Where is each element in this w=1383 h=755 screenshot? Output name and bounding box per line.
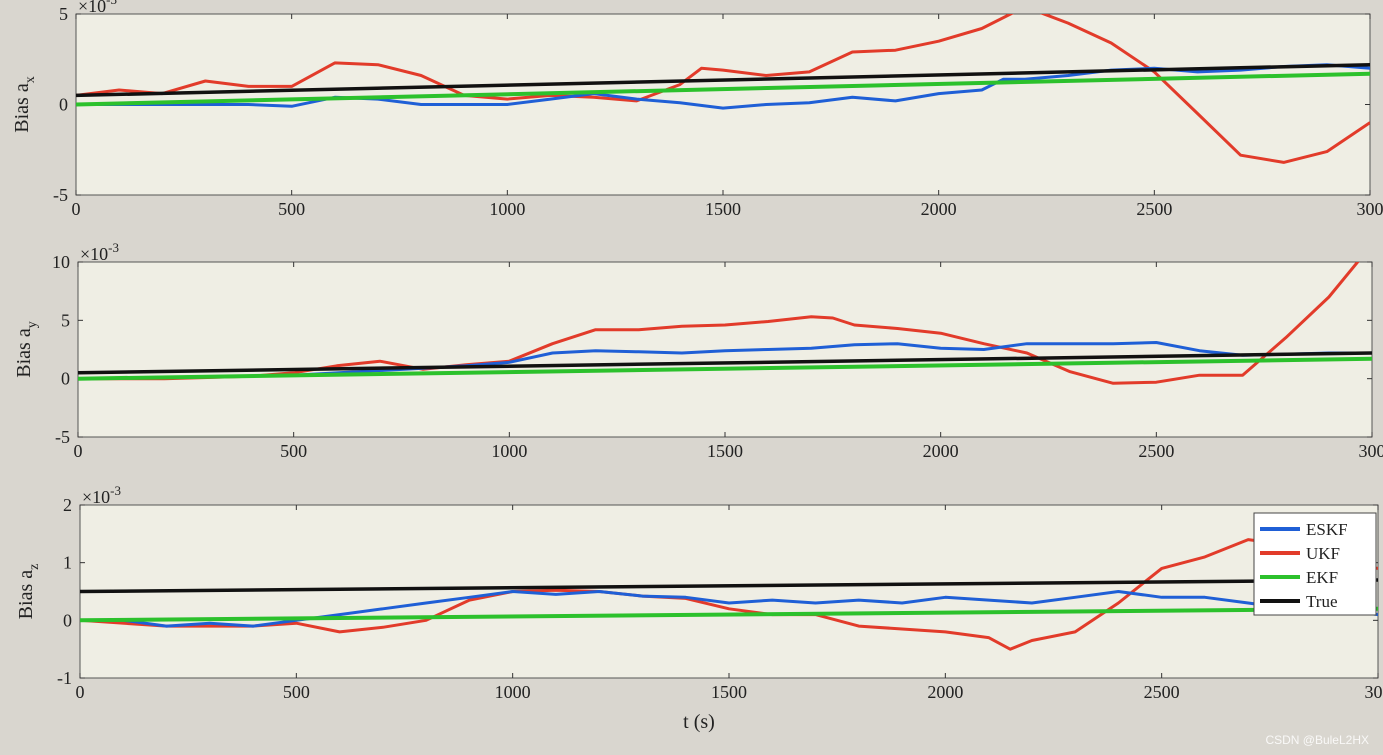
exponent-label: ×10-3 xyxy=(82,483,121,507)
x-tick-label: 0 xyxy=(72,199,81,219)
x-tick-label: 1000 xyxy=(489,199,525,219)
series-line-ekf xyxy=(76,71,1370,107)
legend-label-ekf: EKF xyxy=(1306,568,1338,587)
series-line-true xyxy=(80,578,1378,594)
series-line-true xyxy=(78,351,1372,375)
exponent-label: ×10-3 xyxy=(80,240,119,264)
x-tick-label: 300 xyxy=(1359,441,1383,461)
y-tick-label: -5 xyxy=(53,185,68,205)
x-tick-label: 2500 xyxy=(1144,682,1180,702)
y-tick-label: -5 xyxy=(55,427,70,447)
exponent-label: ×10-3 xyxy=(78,0,117,16)
x-tick-label: 1500 xyxy=(711,682,747,702)
legend-label-true: True xyxy=(1306,592,1338,611)
x-tick-label: 300 xyxy=(1365,682,1383,702)
series-line-ukf xyxy=(76,14,1370,164)
x-tick-label: 500 xyxy=(280,441,307,461)
x-tick-label: 1500 xyxy=(707,441,743,461)
x-tick-label: 1000 xyxy=(491,441,527,461)
x-tick-label: 2000 xyxy=(923,441,959,461)
series-line-ekf xyxy=(78,356,1372,381)
x-tick-label: 1500 xyxy=(705,199,741,219)
x-tick-label: 500 xyxy=(278,199,305,219)
y-axis-label: Bias ay xyxy=(13,321,40,377)
y-axis-label: Bias ax xyxy=(11,76,38,132)
y-axis-label: Bias az xyxy=(15,564,42,620)
x-tick-label: 1000 xyxy=(495,682,531,702)
watermark-text: CSDN @BuleL2HX xyxy=(1265,733,1369,747)
y-tick-label: 2 xyxy=(63,495,72,515)
y-tick-label: 1 xyxy=(63,553,72,573)
y-tick-label: 5 xyxy=(59,4,68,24)
x-tick-label: 2500 xyxy=(1136,199,1172,219)
x-tick-label: 300 xyxy=(1357,199,1383,219)
x-tick-label: 0 xyxy=(76,682,85,702)
y-tick-label: -1 xyxy=(57,668,72,688)
legend-label-ukf: UKF xyxy=(1306,544,1340,563)
y-tick-label: 0 xyxy=(63,610,72,630)
y-tick-label: 10 xyxy=(52,252,70,272)
x-tick-label: 2000 xyxy=(921,199,957,219)
legend-label-eskf: ESKF xyxy=(1306,520,1348,539)
y-tick-label: 0 xyxy=(61,369,70,389)
y-tick-label: 0 xyxy=(59,95,68,115)
x-tick-label: 0 xyxy=(74,441,83,461)
series-line-ukf xyxy=(78,262,1360,385)
y-tick-label: 5 xyxy=(61,310,70,330)
plot-area xyxy=(75,13,1371,196)
plot-area xyxy=(79,504,1379,679)
x-tick-label: 2000 xyxy=(927,682,963,702)
series-line-ekf xyxy=(80,606,1378,623)
legend: ESKF UKF EKF True xyxy=(1253,512,1377,616)
series-line-eskf xyxy=(78,341,1372,381)
x-tick-label: 2500 xyxy=(1138,441,1174,461)
x-axis-label: t (s) xyxy=(683,711,715,733)
series-line-true xyxy=(76,62,1370,98)
x-tick-label: 500 xyxy=(283,682,310,702)
